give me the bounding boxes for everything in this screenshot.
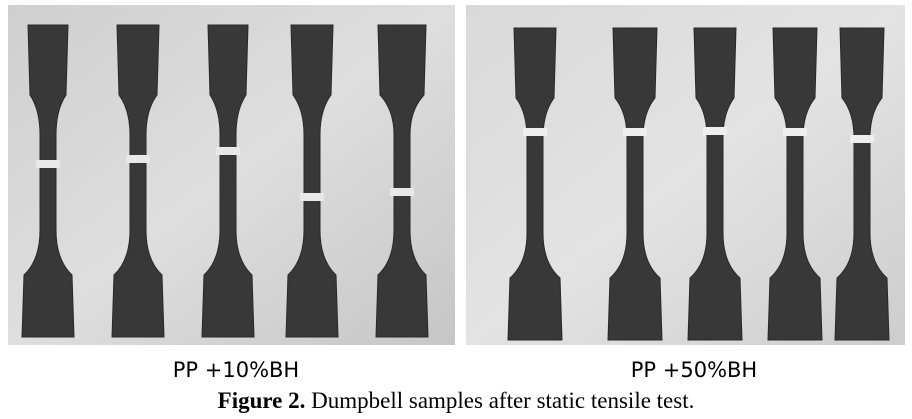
caption-label: Figure 2. [218,388,306,413]
fracture-gap [36,160,60,168]
fracture-gap [390,188,414,196]
dumbbell-sample [111,24,165,338]
caption-text: Dumpbell samples after static tensile te… [311,388,694,413]
fracture-gap [523,128,547,136]
fracture-gap [703,127,727,135]
caption: Figure 2. Dumpbell samples after static … [218,388,695,413]
fracture-gap [850,135,874,143]
samples [21,24,890,341]
panel-label: PP +50%BH [631,358,757,382]
dumbbell-sample [21,24,75,338]
dumbbell-sample [201,24,255,338]
fracture-gap [783,128,807,136]
dumbbell-sample [767,27,823,341]
fracture-gap [126,155,150,163]
dumbbell-sample [375,24,429,338]
dumbbell-sample [607,27,663,341]
dumbbell-sample [687,27,743,341]
dumbbell-sample [507,27,563,341]
fracture-gap [623,128,647,136]
fracture-gap [216,147,240,155]
dumbbell-sample [285,24,339,338]
panel-label: PP +10%BH [173,358,299,382]
dumbbell-sample [834,27,890,341]
fracture-gap [300,193,324,201]
